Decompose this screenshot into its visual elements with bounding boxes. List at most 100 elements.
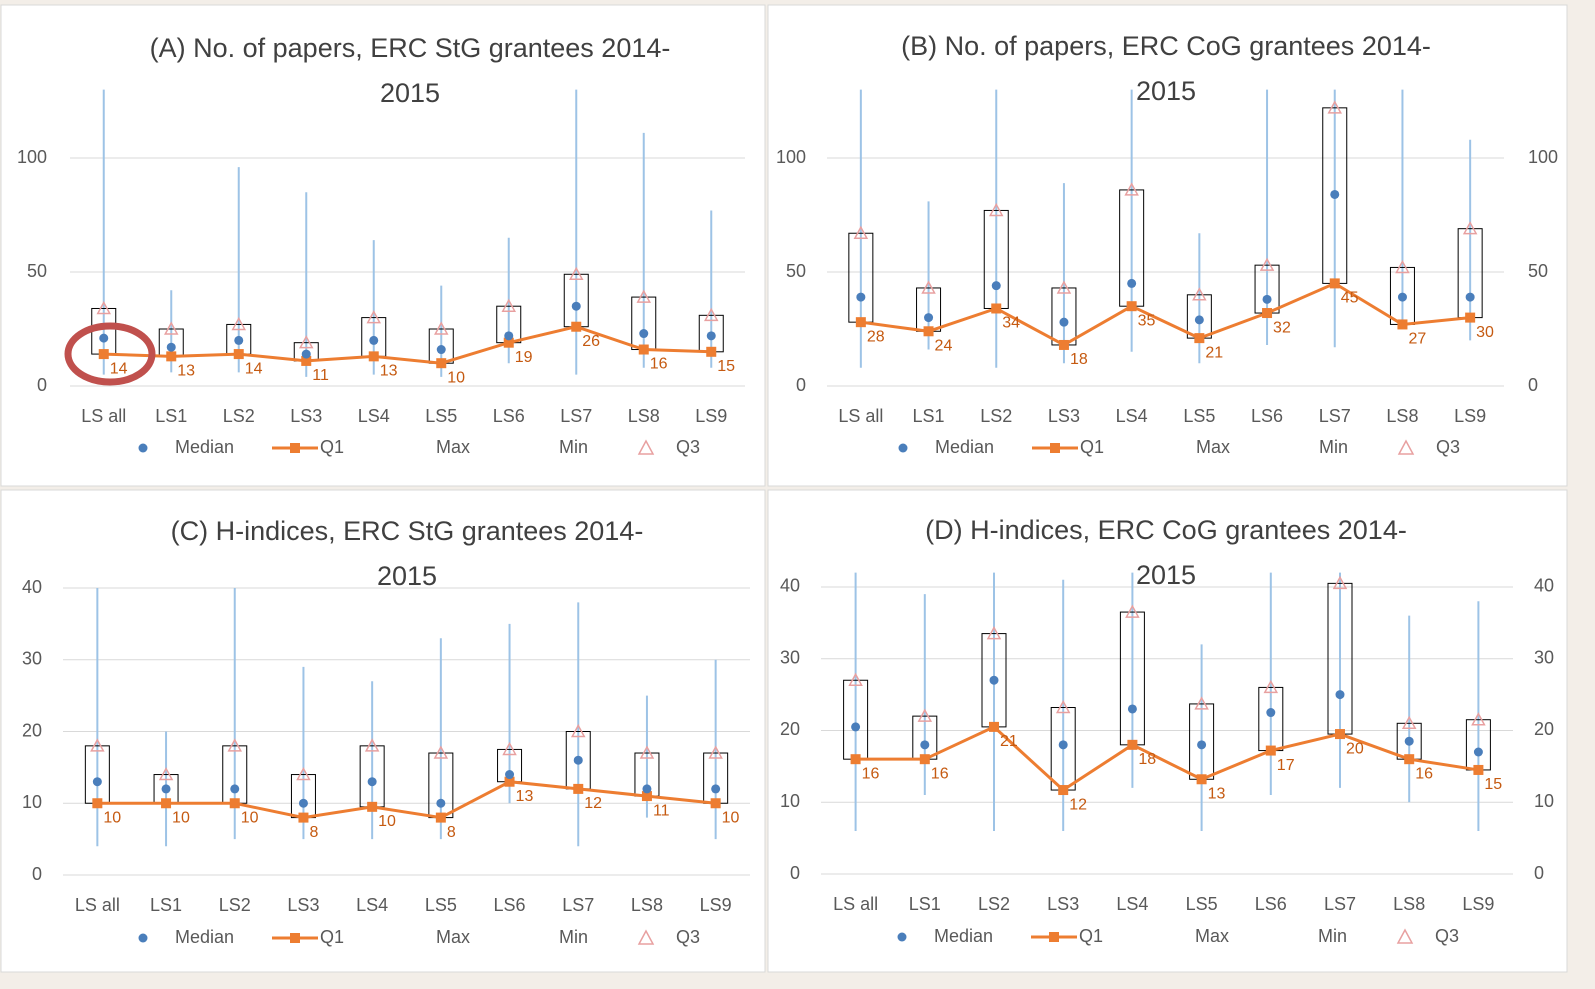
- q1-marker: [1196, 774, 1207, 785]
- median-marker: [1127, 278, 1137, 288]
- title-line: 2015: [1136, 76, 1196, 106]
- x-tick-label: LS8: [628, 406, 660, 426]
- x-tick-label: LS all: [833, 894, 878, 914]
- median-marker: [92, 777, 102, 787]
- value-label: 19: [515, 349, 533, 366]
- legend-label: Median: [935, 437, 994, 457]
- q3-marker: [163, 321, 179, 335]
- value-label: 17: [1277, 757, 1295, 774]
- y-tick-label: 30: [22, 649, 42, 669]
- q1-marker: [1126, 301, 1137, 312]
- legend-marker: [138, 933, 148, 943]
- median-marker: [166, 342, 176, 352]
- panel: [0, 4, 766, 487]
- y-tick-label: 0: [37, 375, 47, 395]
- legend-label: Q1: [1080, 437, 1104, 457]
- q3-marker: [703, 307, 719, 322]
- q1-marker: [503, 337, 514, 348]
- y2-tick-label: 20: [1534, 719, 1554, 739]
- legend-marker: [290, 933, 300, 943]
- title-line: 2015: [1136, 560, 1196, 590]
- value-label: 28: [867, 328, 885, 345]
- q3-marker: [1056, 280, 1072, 294]
- value-label: 13: [1208, 785, 1226, 802]
- x-tick-label: LS5: [1186, 894, 1218, 914]
- median-marker: [1262, 294, 1272, 304]
- legend-label: Max: [1196, 437, 1230, 457]
- value-label: 21: [1205, 344, 1223, 361]
- y-tick-label: 0: [32, 864, 42, 884]
- legend-label: Max: [1195, 926, 1229, 946]
- q3-marker: [988, 202, 1004, 217]
- q3-marker: [1125, 604, 1140, 618]
- value-label: 14: [110, 360, 128, 377]
- x-tick-label: LS6: [1251, 406, 1283, 426]
- q3-marker: [298, 335, 314, 349]
- median-marker: [711, 784, 721, 794]
- median-marker: [298, 798, 308, 808]
- q3-marker: [568, 266, 584, 281]
- value-label: 11: [653, 802, 670, 819]
- median-marker: [571, 301, 581, 311]
- title-line: (C) H-indices, ERC StG grantees 2014-: [171, 516, 644, 546]
- legend-marker: [1050, 443, 1060, 453]
- median-marker: [1335, 690, 1345, 700]
- q1-marker: [435, 812, 446, 823]
- y2-tick-label: 40: [1534, 576, 1554, 596]
- value-label: 10: [172, 809, 190, 826]
- q3-marker: [853, 225, 869, 239]
- q3-marker: [1263, 679, 1279, 694]
- x-tick-label: LS4: [1116, 406, 1148, 426]
- x-tick-label: LS9: [1462, 894, 1494, 914]
- value-label: 35: [1138, 312, 1156, 329]
- value-label: 13: [516, 788, 534, 805]
- median-marker: [991, 281, 1001, 291]
- legend-label: Q3: [676, 437, 700, 457]
- legend-marker: [637, 439, 655, 455]
- x-tick-label: LS1: [913, 406, 945, 426]
- q1-marker: [571, 321, 582, 332]
- value-label: 10: [722, 809, 740, 826]
- median-marker: [920, 740, 930, 750]
- x-tick-label: LS4: [356, 895, 388, 915]
- value-label: 12: [1069, 796, 1087, 813]
- q1-marker: [233, 349, 244, 360]
- title-line: 2015: [380, 78, 440, 108]
- q3-marker: [1259, 257, 1275, 271]
- median-marker: [301, 349, 311, 359]
- y-tick-label: 40: [780, 576, 800, 596]
- median-marker: [851, 722, 861, 732]
- x-tick-label: LS1: [150, 895, 182, 915]
- q1-marker: [710, 798, 721, 809]
- q3-marker: [501, 298, 517, 312]
- y-tick-label: 30: [780, 647, 800, 667]
- legend-marker: [290, 443, 300, 453]
- median-marker: [924, 313, 934, 323]
- x-tick-label: LS2: [978, 894, 1010, 914]
- q3-marker: [231, 316, 247, 331]
- value-label: 10: [447, 369, 465, 386]
- legend-marker: [898, 443, 908, 453]
- median-marker: [1058, 740, 1068, 750]
- median-marker: [706, 331, 716, 341]
- median-marker: [1330, 189, 1340, 199]
- q1-marker: [504, 776, 515, 787]
- q1-marker: [1262, 308, 1273, 319]
- median-marker: [1397, 292, 1407, 302]
- legend-marker: [138, 443, 148, 453]
- median-marker: [1197, 740, 1207, 750]
- q1-marker: [991, 303, 1002, 314]
- x-tick-label: LS1: [909, 894, 941, 914]
- x-tick-label: LS all: [75, 895, 120, 915]
- q3-marker: [570, 723, 586, 738]
- median-marker: [369, 335, 379, 345]
- q3-marker: [433, 745, 449, 759]
- q1-marker: [989, 721, 999, 732]
- q3-marker: [708, 745, 723, 759]
- q3-marker: [366, 310, 382, 324]
- legend-marker: [1049, 932, 1059, 942]
- median-marker: [642, 784, 652, 794]
- y2-tick-label: 0: [1528, 375, 1538, 395]
- x-tick-label: LS3: [287, 895, 319, 915]
- legend-label: Q3: [1436, 437, 1460, 457]
